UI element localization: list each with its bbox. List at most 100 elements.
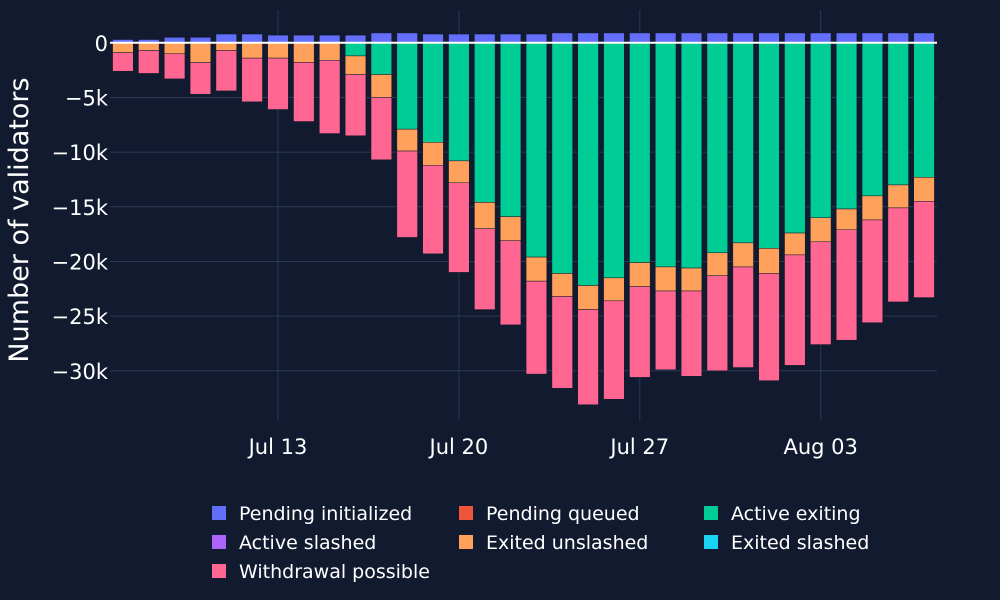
legend-item-active-exiting[interactable]: Active exiting	[704, 503, 861, 525]
bar-exited-unslashed[interactable]	[370, 74, 392, 98]
bar-active-exiting[interactable]	[551, 42, 573, 274]
bar-pending-initialized[interactable]	[319, 34, 341, 44]
bar-withdrawal-possible[interactable]	[706, 275, 728, 372]
bar-withdrawal-possible[interactable]	[164, 53, 186, 80]
bar-exited-unslashed[interactable]	[267, 42, 289, 59]
bar-withdrawal-possible[interactable]	[577, 309, 599, 405]
bar-exited-unslashed[interactable]	[112, 42, 134, 53]
bar-withdrawal-possible[interactable]	[680, 290, 703, 377]
bar-exited-unslashed[interactable]	[810, 217, 832, 243]
legend-item-pending-queued[interactable]: Pending queued	[459, 503, 640, 525]
bar-pending-initialized[interactable]	[551, 32, 573, 44]
bar-pending-initialized[interactable]	[396, 32, 418, 44]
bar-active-exiting[interactable]	[655, 42, 677, 268]
bar-active-exiting[interactable]	[784, 42, 806, 234]
bar-pending-initialized[interactable]	[758, 32, 780, 44]
bar-pending-initialized[interactable]	[887, 32, 909, 44]
bar-withdrawal-possible[interactable]	[732, 266, 754, 368]
bar-pending-initialized[interactable]	[241, 33, 263, 44]
bar-exited-unslashed[interactable]	[629, 262, 651, 287]
bar-active-exiting[interactable]	[861, 42, 883, 197]
bar-exited-unslashed[interactable]	[577, 285, 599, 310]
bar-active-exiting[interactable]	[499, 42, 522, 217]
bar-exited-unslashed[interactable]	[189, 42, 212, 63]
bar-pending-initialized[interactable]	[448, 33, 470, 44]
bar-withdrawal-possible[interactable]	[344, 74, 367, 136]
bar-pending-initialized[interactable]	[706, 32, 728, 44]
bar-withdrawal-possible[interactable]	[215, 50, 237, 92]
bar-withdrawal-possible[interactable]	[861, 219, 883, 323]
bar-pending-initialized[interactable]	[499, 33, 522, 44]
bar-pending-initialized[interactable]	[861, 32, 883, 44]
bar-active-exiting[interactable]	[396, 42, 418, 130]
bar-withdrawal-possible[interactable]	[370, 97, 392, 161]
bar-active-exiting[interactable]	[448, 42, 470, 162]
bar-active-exiting[interactable]	[344, 42, 367, 57]
bar-exited-unslashed[interactable]	[861, 195, 883, 221]
bar-exited-unslashed[interactable]	[241, 42, 263, 59]
legend-item-exited-unslashed[interactable]: Exited unslashed	[459, 532, 648, 554]
bar-withdrawal-possible[interactable]	[810, 241, 832, 345]
bar-pending-initialized[interactable]	[474, 33, 496, 44]
bar-active-exiting[interactable]	[835, 42, 858, 210]
bar-withdrawal-possible[interactable]	[189, 62, 212, 95]
bar-exited-unslashed[interactable]	[732, 242, 754, 268]
bar-active-exiting[interactable]	[525, 42, 548, 258]
bar-withdrawal-possible[interactable]	[629, 286, 651, 378]
bar-withdrawal-possible[interactable]	[267, 57, 289, 110]
bar-withdrawal-possible[interactable]	[112, 52, 134, 72]
bar-withdrawal-possible[interactable]	[319, 60, 341, 134]
bar-exited-unslashed[interactable]	[603, 277, 625, 302]
bar-withdrawal-possible[interactable]	[913, 201, 935, 298]
bar-exited-unslashed[interactable]	[422, 142, 444, 166]
bar-withdrawal-possible[interactable]	[396, 150, 418, 238]
bar-exited-unslashed[interactable]	[706, 252, 728, 276]
bar-pending-initialized[interactable]	[525, 33, 548, 44]
bar-pending-initialized[interactable]	[422, 33, 444, 44]
bar-active-exiting[interactable]	[474, 42, 496, 203]
bar-pending-initialized[interactable]	[810, 32, 832, 44]
bar-exited-unslashed[interactable]	[758, 248, 780, 274]
bar-active-exiting[interactable]	[913, 42, 935, 178]
bar-pending-initialized[interactable]	[629, 32, 651, 44]
bar-withdrawal-possible[interactable]	[784, 254, 806, 366]
bar-pending-initialized[interactable]	[293, 34, 315, 44]
legend-item-exited-slashed[interactable]: Exited slashed	[704, 532, 869, 554]
bar-pending-initialized[interactable]	[732, 32, 754, 44]
bar-withdrawal-possible[interactable]	[603, 300, 625, 400]
bar-active-exiting[interactable]	[422, 42, 444, 143]
bar-active-exiting[interactable]	[577, 42, 599, 286]
bar-exited-unslashed[interactable]	[551, 273, 573, 297]
bar-exited-unslashed[interactable]	[293, 42, 315, 63]
bar-active-exiting[interactable]	[680, 42, 703, 269]
bar-pending-initialized[interactable]	[603, 32, 625, 44]
bar-active-exiting[interactable]	[758, 42, 780, 249]
bar-exited-unslashed[interactable]	[499, 216, 522, 241]
bar-withdrawal-possible[interactable]	[448, 182, 470, 273]
bar-exited-unslashed[interactable]	[655, 266, 677, 292]
bar-pending-initialized[interactable]	[370, 32, 392, 44]
bar-withdrawal-possible[interactable]	[138, 50, 160, 74]
bar-exited-unslashed[interactable]	[138, 42, 160, 51]
bar-withdrawal-possible[interactable]	[525, 280, 548, 375]
bar-exited-unslashed[interactable]	[164, 42, 186, 54]
legend-item-active-slashed[interactable]: Active slashed	[212, 532, 376, 554]
bar-active-exiting[interactable]	[810, 42, 832, 218]
bar-withdrawal-possible[interactable]	[422, 165, 444, 255]
bar-withdrawal-possible[interactable]	[551, 296, 573, 389]
bar-exited-unslashed[interactable]	[913, 177, 935, 202]
bar-exited-unslashed[interactable]	[835, 208, 858, 231]
bar-withdrawal-possible[interactable]	[241, 57, 263, 103]
bar-pending-initialized[interactable]	[267, 34, 289, 44]
bar-active-exiting[interactable]	[732, 42, 754, 244]
bar-withdrawal-possible[interactable]	[887, 207, 909, 303]
legend-item-pending-initialized[interactable]: Pending initialized	[212, 503, 412, 525]
bar-exited-unslashed[interactable]	[474, 202, 496, 229]
bar-withdrawal-possible[interactable]	[293, 62, 315, 122]
legend-item-withdrawal-possible[interactable]: Withdrawal possible	[212, 561, 430, 583]
bar-active-exiting[interactable]	[706, 42, 728, 253]
bar-pending-initialized[interactable]	[835, 32, 858, 44]
bar-active-exiting[interactable]	[887, 42, 909, 186]
bar-exited-unslashed[interactable]	[319, 42, 341, 61]
bar-exited-unslashed[interactable]	[396, 128, 418, 152]
